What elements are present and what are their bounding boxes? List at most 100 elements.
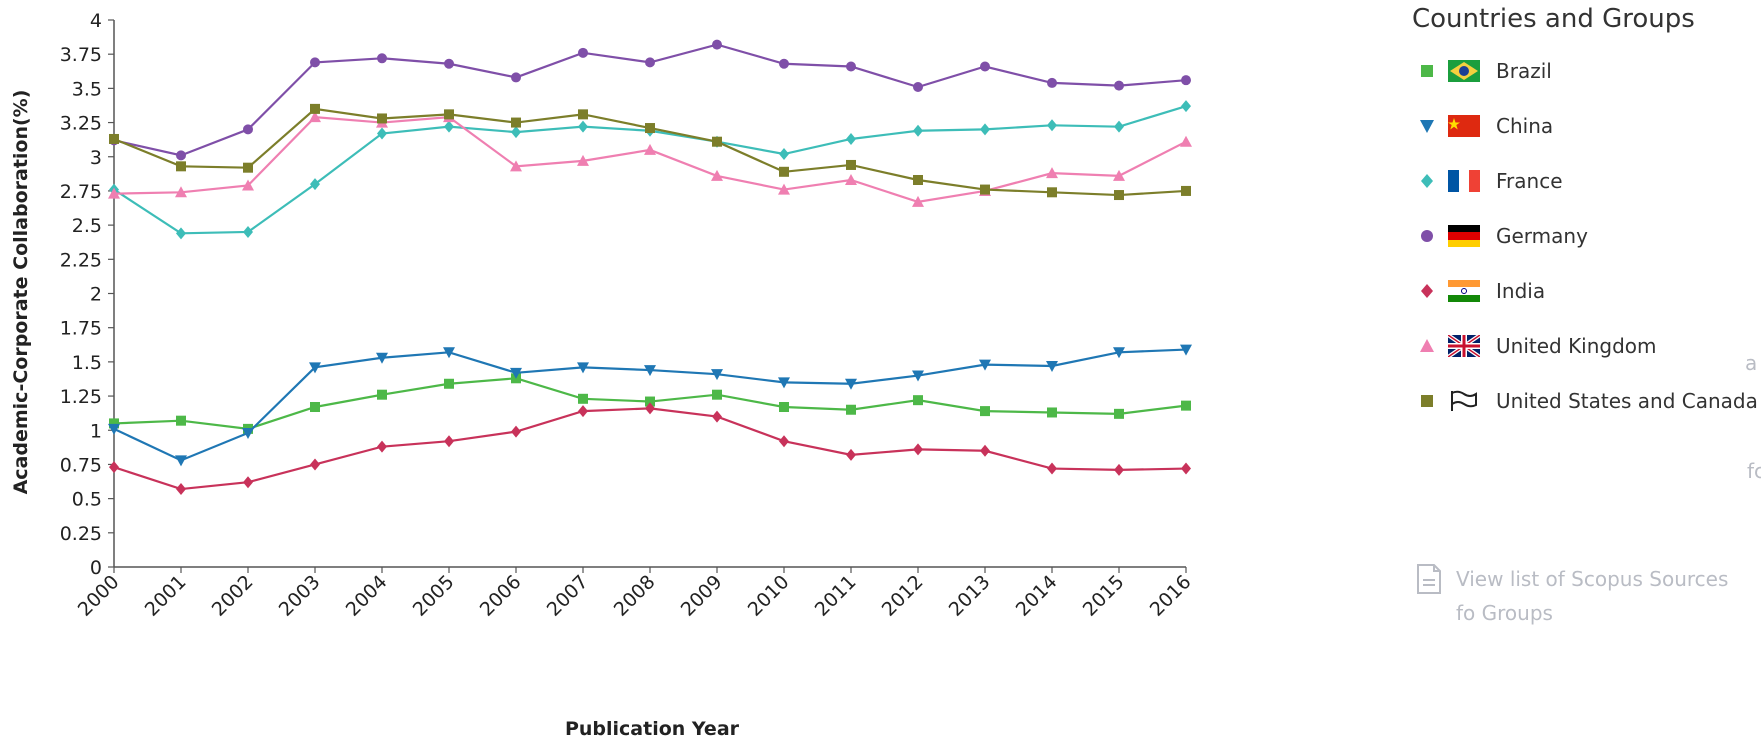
data-point (377, 440, 387, 453)
x-axis-title: Publication Year (565, 718, 740, 739)
data-point (1047, 187, 1057, 198)
legend-label: United States and Canada (1496, 389, 1758, 413)
data-point (778, 183, 790, 195)
legend-item-united-kingdom[interactable]: United Kingdom (1412, 331, 1657, 361)
data-point (644, 365, 656, 377)
legend-item-germany[interactable]: Germany (1412, 221, 1588, 251)
data-point (511, 126, 521, 139)
series-france (109, 100, 1191, 240)
series-india (109, 402, 1191, 496)
data-point (845, 173, 857, 185)
legend-marker (1421, 174, 1433, 188)
data-point (846, 132, 856, 145)
data-point (511, 117, 521, 128)
y-tick-label: 3.5 (72, 78, 102, 100)
data-point (779, 58, 789, 69)
legend-item-india[interactable]: India (1412, 276, 1545, 306)
x-tick-label: 2009 (677, 571, 727, 621)
legend: Countries and Groups Brazil China France Ge… (1412, 0, 1761, 739)
data-point (377, 127, 387, 140)
data-point (644, 143, 656, 155)
data-point (1181, 75, 1191, 86)
data-point (242, 427, 254, 439)
data-point (510, 160, 522, 172)
y-tick-label: 1.5 (72, 352, 102, 374)
legend-marker (1421, 65, 1433, 77)
y-axis-title: Academic-Corporate Collaboration(%) (10, 90, 32, 495)
y-tick-label: 2.75 (60, 181, 102, 203)
data-point (913, 82, 923, 93)
data-point (310, 57, 320, 68)
data-point (176, 161, 186, 172)
view-sources-link[interactable]: View list of Scopus Sources fo Groups (1412, 562, 1746, 630)
data-point (377, 389, 387, 400)
y-tick-label: 0.25 (60, 523, 102, 545)
data-point (243, 225, 253, 238)
data-point (912, 370, 924, 382)
legend-item-china[interactable]: China (1412, 111, 1553, 141)
legend-label: Germany (1496, 224, 1588, 248)
x-tick-label: 2013 (945, 571, 995, 621)
y-tick-label: 3.75 (60, 44, 102, 66)
data-point (377, 53, 387, 64)
brazil-flag-icon (1448, 60, 1480, 82)
view-sources-link-label[interactable]: View list of Scopus Sources fo Groups (1456, 567, 1729, 625)
x-tick-label: 2007 (543, 571, 593, 621)
y-tick-label: 3.25 (60, 113, 102, 135)
legend-marker-shape (1420, 339, 1434, 352)
data-point (309, 362, 321, 374)
data-point (243, 124, 253, 135)
data-point (578, 405, 588, 418)
legend-marker (1421, 230, 1433, 242)
x-tick-label: 2003 (275, 571, 325, 621)
series-germany (109, 39, 1191, 161)
clipped-text-fragment: a (1745, 351, 1758, 375)
data-point (1046, 167, 1058, 179)
data-point (108, 423, 120, 435)
legend-label: China (1496, 114, 1554, 138)
legend-item-united-states-and-canada[interactable]: United States and Canada (1412, 386, 1758, 416)
data-point (846, 159, 856, 170)
data-point (242, 179, 254, 191)
y-tick-label: 1.75 (60, 318, 102, 340)
y-tick-label: 0.5 (72, 489, 102, 511)
data-point (1113, 169, 1125, 181)
data-point (913, 124, 923, 137)
data-point (1047, 77, 1057, 88)
flag-outline-icon (1451, 390, 1477, 411)
data-point (846, 61, 856, 72)
legend-item-brazil[interactable]: Brazil (1412, 56, 1552, 86)
x-tick-label: 2005 (409, 571, 459, 621)
data-point (645, 123, 655, 134)
y-tick-label: 4 (90, 10, 102, 32)
data-point (1047, 407, 1057, 418)
data-point (712, 39, 722, 50)
data-point (578, 393, 588, 404)
uk-flag-icon (1448, 335, 1480, 357)
data-point (444, 109, 454, 120)
y-tick-label: 2.5 (72, 215, 102, 237)
data-point (511, 72, 521, 83)
x-tick-label: 2008 (610, 571, 660, 621)
legend-item-france[interactable]: France (1412, 166, 1563, 196)
data-point (310, 103, 320, 114)
data-point (175, 186, 187, 198)
data-point (309, 111, 321, 123)
data-point (176, 150, 186, 161)
legend-marker (1421, 284, 1433, 298)
data-point (1181, 400, 1191, 411)
data-point (577, 154, 589, 166)
data-point (913, 443, 923, 456)
y-tick-label: 1 (90, 420, 102, 442)
data-point (578, 109, 588, 120)
y-tick-label: 3 (90, 147, 102, 169)
x-tick-label: 2014 (1012, 571, 1062, 621)
data-point (310, 402, 320, 413)
data-point (980, 444, 990, 457)
data-point (1181, 185, 1191, 196)
data-point (846, 448, 856, 461)
x-tick-label: 2002 (208, 571, 258, 621)
data-point (176, 415, 186, 426)
data-point (1047, 119, 1057, 132)
legend-label: India (1496, 279, 1546, 303)
